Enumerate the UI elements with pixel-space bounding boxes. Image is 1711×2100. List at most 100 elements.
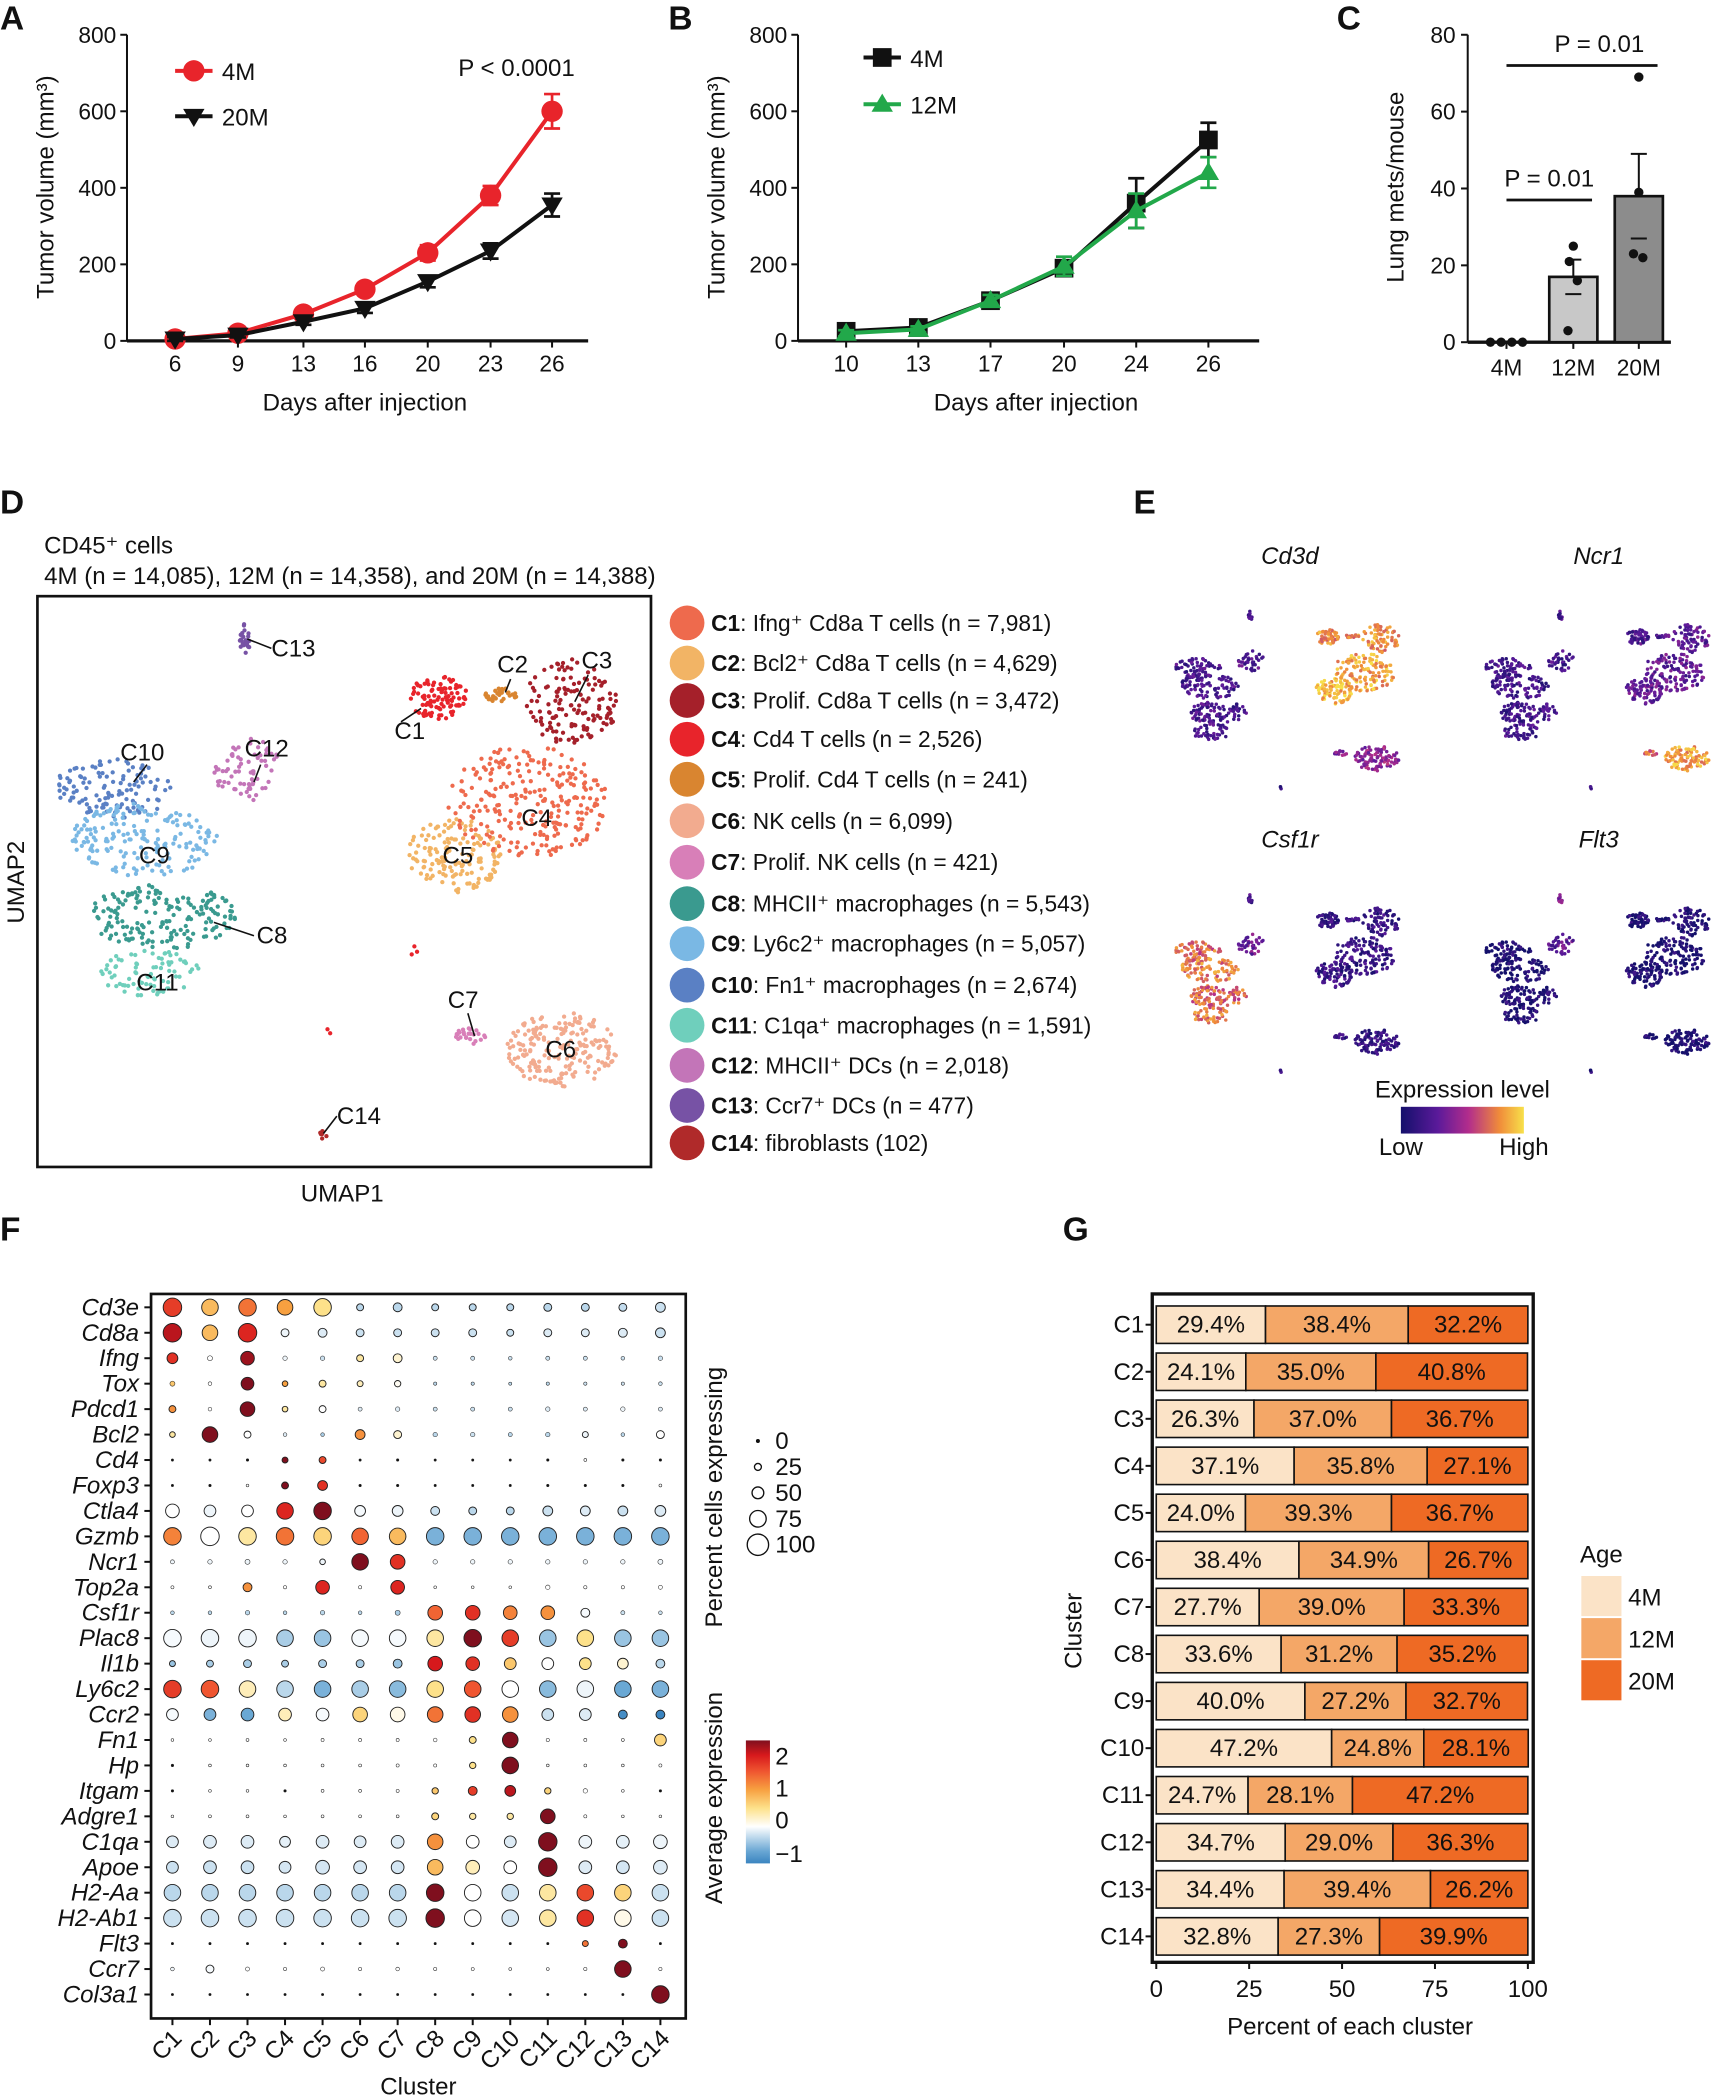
umap-point: [541, 766, 547, 771]
feature-point: [1212, 949, 1217, 953]
feature-plot-title: Flt3: [1579, 826, 1620, 853]
feature-point: [1222, 991, 1226, 995]
feature-point: [1509, 693, 1514, 697]
umap-point: [166, 960, 171, 965]
feature-point: [1218, 1010, 1222, 1015]
umap-point: [493, 786, 498, 792]
umap-point: [217, 933, 223, 938]
umap-point: [120, 924, 126, 930]
umap-point: [241, 634, 246, 639]
umap-point: [596, 1058, 601, 1064]
legend-label: 4M: [910, 46, 943, 73]
legend-label: C8: MHCII⁺ macrophages (n = 5,543): [711, 891, 1090, 917]
feature-point: [1512, 1015, 1516, 1019]
feature-point: [1638, 970, 1643, 974]
feature-point: [1634, 913, 1638, 917]
umap-point: [542, 1053, 547, 1058]
umap-point: [563, 687, 568, 692]
umap-point: [486, 842, 491, 847]
umap-point: [71, 784, 76, 789]
feature-point: [1507, 1011, 1511, 1015]
x-tick-label: 20: [1051, 351, 1076, 377]
feature-point: [1193, 967, 1198, 972]
umap-point: [440, 697, 445, 702]
feature-point: [1381, 756, 1385, 760]
umap-point: [131, 981, 136, 987]
umap-point: [57, 788, 62, 793]
feature-point: [1236, 967, 1240, 972]
umap-point: [113, 931, 119, 936]
umap-point: [145, 863, 150, 868]
feature-point: [1703, 641, 1707, 645]
feature-point: [1696, 635, 1700, 639]
umap-point: [543, 685, 549, 690]
feature-point: [1629, 963, 1634, 968]
feature-point: [1687, 958, 1692, 962]
feature-point: [1552, 710, 1557, 714]
feature-point: [1217, 677, 1222, 681]
feature-point: [1657, 635, 1661, 640]
umap-point: [182, 931, 187, 937]
umap-point: [112, 909, 117, 915]
umap-point: [448, 865, 453, 870]
umap-point: [220, 784, 225, 789]
feature-point: [1518, 1005, 1522, 1010]
umap-point: [469, 819, 474, 824]
umap-point: [544, 834, 550, 839]
umap-point: [109, 845, 114, 851]
feature-point: [1214, 985, 1219, 990]
feature-point: [1698, 764, 1703, 768]
feature-point: [1328, 977, 1332, 982]
feature-point: [1184, 669, 1189, 674]
legend-swatch: [669, 761, 705, 797]
umap-point: [558, 765, 563, 770]
feature-point: [1498, 963, 1502, 967]
umap-point: [157, 863, 162, 868]
umap-point: [536, 760, 541, 765]
umap-point: [554, 689, 559, 695]
feature-point: [1642, 695, 1647, 700]
umap-point: [84, 785, 89, 791]
feature-point: [1505, 1000, 1509, 1005]
feature-point: [1571, 938, 1575, 943]
feature-point: [1504, 993, 1509, 998]
umap-point: [168, 785, 173, 790]
umap-point: [185, 916, 190, 922]
legend-swatch: [669, 1088, 705, 1123]
umap-point: [553, 713, 559, 719]
panel-letter: A: [0, 0, 24, 37]
feature-point: [1333, 701, 1338, 705]
feature-point: [1371, 687, 1376, 691]
umap-point: [438, 686, 443, 691]
feature-point: [1694, 928, 1698, 932]
feature-point: [1553, 945, 1557, 950]
umap-point: [232, 915, 237, 920]
feature-point: [1324, 683, 1328, 687]
feature-point: [1503, 997, 1507, 1002]
umap-point: [488, 793, 493, 798]
umap-point: [602, 786, 608, 792]
feature-point: [1214, 702, 1219, 706]
feature-point: [1328, 911, 1332, 915]
feature-point: [1649, 680, 1653, 685]
feature-point: [1341, 660, 1345, 665]
feature-point: [1547, 947, 1552, 951]
feature-point: [1335, 683, 1340, 688]
umap-point: [425, 678, 430, 683]
feature-point: [1347, 661, 1351, 665]
feature-point: [1534, 1018, 1538, 1022]
feature-point: [1696, 918, 1700, 923]
feature-point: [1527, 663, 1532, 668]
umap-point: [556, 722, 561, 727]
x-tick-label: 13: [291, 351, 316, 377]
feature-point: [1374, 957, 1378, 961]
feature-point: [1648, 749, 1652, 753]
feature-point: [1375, 647, 1380, 651]
feature-point: [1693, 674, 1697, 679]
feature-point: [1659, 937, 1664, 941]
feature-point: [1699, 953, 1703, 957]
bar-12M: [1547, 241, 1599, 344]
umap-point: [525, 762, 530, 767]
feature-point: [1189, 944, 1194, 948]
feature-point: [1696, 630, 1700, 635]
